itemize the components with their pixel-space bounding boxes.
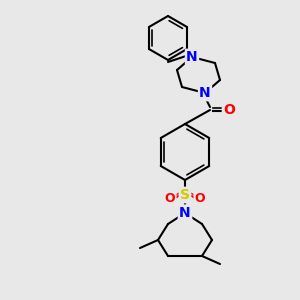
Text: N: N — [179, 206, 191, 220]
Text: O: O — [223, 103, 235, 117]
Text: N: N — [179, 206, 191, 220]
Text: O: O — [195, 191, 205, 205]
Text: O: O — [165, 191, 175, 205]
Text: N: N — [199, 86, 211, 100]
Text: S: S — [180, 188, 190, 202]
Text: N: N — [186, 50, 198, 64]
